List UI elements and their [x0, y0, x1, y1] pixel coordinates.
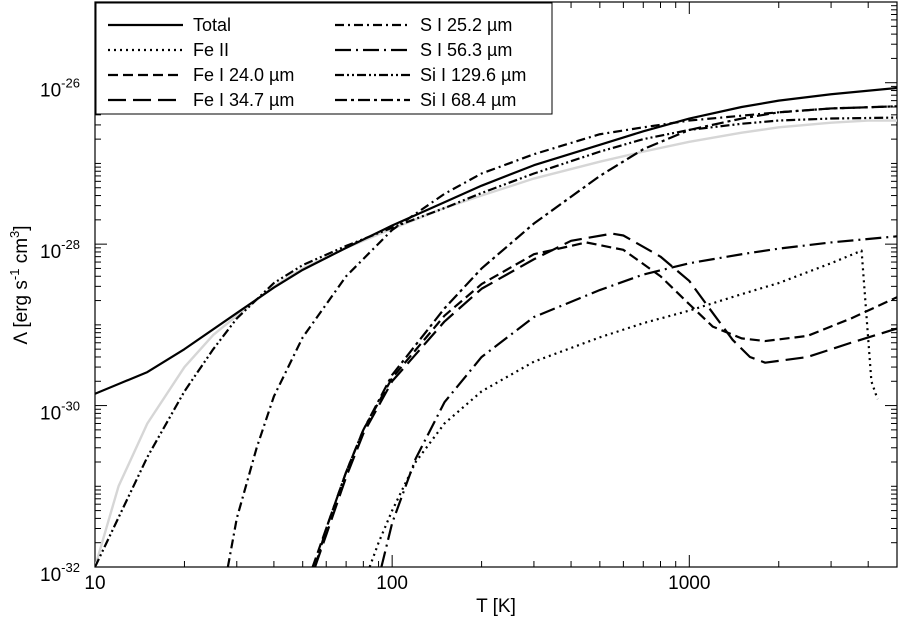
x-tick-label: 10: [84, 573, 105, 594]
legend-label: S I 56.3 µm: [420, 40, 512, 60]
y-axis-title: Λ [erg s-1 cm3]: [7, 225, 32, 344]
series-lines: [95, 86, 897, 567]
legend-label: Total: [193, 15, 231, 35]
legend: Total Fe II Fe I 24.0 µm Fe I 34.7 µm S I 25…: [95, 2, 553, 115]
y-tick-label: 10-32: [40, 560, 80, 586]
axis-titles: T [K] Λ [erg s-1 cm3]: [7, 225, 516, 617]
y-tick-label: 10-30: [40, 399, 80, 425]
plot-frame: [94, 1, 898, 568]
legend-label: Si I 129.6 µm: [420, 65, 526, 85]
series-line-fe-i-24-0-m: [311, 241, 897, 567]
legend-label: Fe I 24.0 µm: [193, 65, 294, 85]
legend-label: Fe II: [193, 40, 229, 60]
series-line-s-i-56-3-m: [380, 235, 897, 567]
series-line-s-i-25-2-m: [226, 105, 897, 567]
x-axis-title: T [K]: [476, 596, 516, 617]
legend-box: [95, 2, 553, 115]
x-tick-label: 100: [376, 573, 408, 594]
legend-label: S I 25.2 µm: [420, 15, 512, 35]
series-line-fe-ii: [368, 249, 879, 567]
series-line-si-i-129-6-m: [95, 116, 897, 567]
series-line-total: [95, 86, 897, 395]
legend-label: Fe I 34.7 µm: [193, 90, 294, 110]
y-tick-label: 10-28: [40, 237, 80, 263]
y-tick-label: 10-26: [40, 76, 80, 102]
legend-label: Si I 68.4 µm: [420, 90, 516, 110]
series-line-fe-i-34-7-m: [313, 232, 897, 567]
series-line-grey: [95, 119, 897, 567]
series-line-si-i-68-4-m: [313, 105, 897, 567]
x-tick-label: 1000: [668, 573, 710, 594]
axis-tick-labels: 10 100 1000 10-32 10-30 10-28 10-26: [40, 76, 710, 594]
